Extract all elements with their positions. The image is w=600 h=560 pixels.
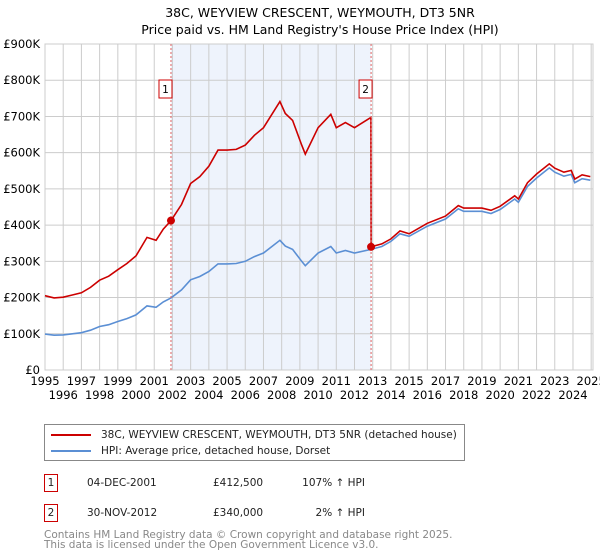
x-tick-label: 2016	[413, 388, 442, 402]
price-chart: 38C, WEYVIEW CRESCENT, WEYMOUTH, DT3 5NR…	[3, 5, 600, 402]
legend-item-hpi: HPI: Average price, detached house, Dors…	[51, 445, 330, 457]
sale-hpi-change: 2% ↑ HPI	[315, 507, 365, 519]
chart-title: 38C, WEYVIEW CRESCENT, WEYMOUTH, DT3 5NR	[165, 5, 475, 20]
sale-label-box	[358, 79, 373, 99]
sale-price: £340,000	[213, 507, 264, 519]
sale-date: 04-DEC-2001	[87, 477, 157, 489]
x-tick-label: 2005	[212, 374, 241, 388]
series-line-hpi	[44, 166, 591, 337]
x-tick-label: 1997	[67, 374, 96, 388]
sale-hpi-change: 107% ↑ HPI	[302, 477, 365, 489]
x-tick-label: 2014	[376, 388, 405, 402]
x-tick-label: 1999	[103, 374, 132, 388]
x-tick-label: 2021	[504, 374, 533, 388]
footer-line-2: This data is licensed under the Open Gov…	[44, 539, 379, 551]
footer-line-1: Contains HM Land Registry data © Crown c…	[44, 529, 453, 541]
ownership-period-shade	[170, 44, 372, 370]
sale-row-1: 1 04-DEC-2001 £412,500 107% ↑ HPI	[44, 474, 444, 494]
sale-label: 2	[362, 84, 369, 96]
x-tick-label: 2008	[267, 388, 296, 402]
sale-badge: 2	[44, 504, 58, 522]
y-tick-label: £700K	[3, 109, 40, 123]
x-tick-label: 2018	[449, 388, 478, 402]
legend-label-hpi: HPI: Average price, detached house, Dors…	[101, 445, 331, 457]
x-tick-label: 2023	[540, 374, 569, 388]
x-tick-label: 2007	[249, 374, 278, 388]
series-line-property	[44, 99, 591, 299]
x-tick-label: 2017	[431, 374, 460, 388]
sale-badge: 1	[44, 474, 58, 492]
sale-label-box	[158, 79, 173, 99]
x-tick-label: 2020	[486, 388, 515, 402]
plot-frame	[44, 43, 594, 371]
chart-subtitle: Price paid vs. HM Land Registry's House …	[141, 22, 498, 37]
sale-point	[166, 216, 175, 225]
footer: Contains HM Land Registry data © Crown c…	[44, 529, 453, 551]
y-tick-label: £0	[25, 363, 40, 377]
y-tick-label: £400K	[3, 218, 40, 232]
y-tick-label: £800K	[3, 73, 40, 87]
x-tick-label: 2013	[358, 374, 387, 388]
y-tick-label: £500K	[3, 182, 40, 196]
legend-swatch-property	[51, 434, 91, 436]
x-tick-label: 2004	[194, 388, 223, 402]
x-tick-label: 1998	[85, 388, 114, 402]
x-tick-label: 2000	[121, 388, 150, 402]
x-tick-label: 2006	[231, 388, 260, 402]
legend: 38C, WEYVIEW CRESCENT, WEYMOUTH, DT3 5NR…	[44, 424, 465, 461]
sale-price: £412,500	[213, 477, 264, 489]
y-tick-label: £100K	[3, 327, 40, 341]
x-tick-label: 2019	[467, 374, 496, 388]
sale-row-2: 2 30-NOV-2012 £340,000 2% ↑ HPI	[44, 504, 444, 524]
x-tick-label: 2002	[158, 388, 187, 402]
x-tick-label: 2012	[340, 388, 369, 402]
x-tick-label: 2003	[176, 374, 205, 388]
legend-item-property: 38C, WEYVIEW CRESCENT, WEYMOUTH, DT3 5NR…	[51, 429, 457, 441]
x-tick-label: 2022	[522, 388, 551, 402]
y-tick-label: £900K	[3, 37, 40, 51]
y-tick-label: £200K	[3, 291, 40, 305]
x-tick-label: 1995	[30, 374, 59, 388]
y-tick-label: £300K	[3, 254, 40, 268]
x-tick-label: 2025	[577, 374, 600, 388]
x-tick-label: 2010	[303, 388, 332, 402]
y-tick-label: £600K	[3, 146, 40, 160]
sale-point	[367, 242, 376, 251]
x-tick-label: 2015	[394, 374, 423, 388]
x-tick-label: 2001	[140, 374, 169, 388]
x-tick-label: 2011	[322, 374, 351, 388]
sale-label: 1	[162, 84, 169, 96]
sale-date: 30-NOV-2012	[87, 507, 158, 519]
x-tick-label: 2009	[285, 374, 314, 388]
x-tick-label: 1996	[49, 388, 78, 402]
legend-label-property: 38C, WEYVIEW CRESCENT, WEYMOUTH, DT3 5NR…	[101, 429, 457, 441]
legend-swatch-hpi	[51, 450, 91, 452]
x-tick-label: 2024	[558, 388, 587, 402]
